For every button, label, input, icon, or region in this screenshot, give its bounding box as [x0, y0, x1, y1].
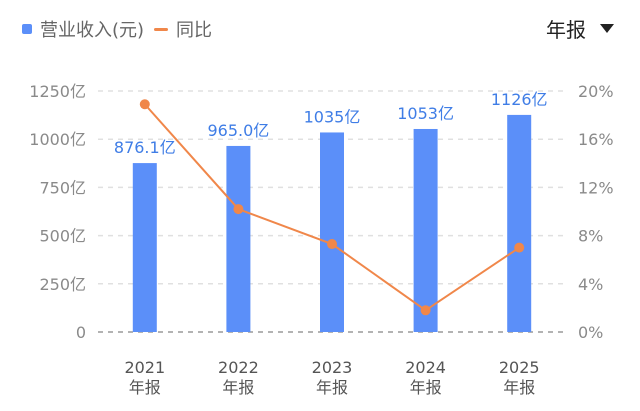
yoy-point — [327, 239, 337, 250]
y-right-tick-label: 12% — [578, 178, 614, 197]
bar — [132, 163, 157, 332]
bar-data-label: 1053亿 — [397, 104, 454, 123]
yoy-point — [420, 305, 431, 316]
y-left-tick-label: 750亿 — [39, 178, 86, 197]
bar — [320, 132, 344, 332]
x-tick-label: 2023 年报 — [312, 358, 353, 397]
legend-label-yoy: 同比 — [176, 20, 213, 41]
y-left-tick-label: 1250亿 — [29, 82, 86, 101]
x-tick-label: 2022 年报 — [218, 358, 259, 397]
yoy-point — [514, 242, 525, 253]
period-dropdown[interactable]: 年报 — [546, 14, 614, 43]
bar — [507, 114, 532, 333]
legend-label-revenue: 营业收入(元) — [40, 20, 145, 41]
bar-data-label: 1035亿 — [304, 107, 361, 126]
bar — [413, 128, 438, 332]
x-tick-label: 2021 年报 — [124, 358, 165, 397]
legend-item-yoy: 同比 — [154, 16, 212, 42]
line-swatch-icon — [154, 27, 169, 31]
bar-data-label: 1126亿 — [491, 90, 548, 109]
y-left-tick-label: 500亿 — [39, 227, 86, 246]
yoy-point — [139, 99, 150, 110]
y-right-tick-label: 4% — [578, 275, 603, 294]
y-left-tick-label: 0 — [76, 323, 86, 342]
legend-item-revenue: 营业收入(元) — [22, 16, 144, 42]
y-right-tick-label: 8% — [578, 227, 603, 246]
y-left-tick-label: 1000亿 — [29, 130, 86, 149]
x-tick-label: 2024 年报 — [405, 358, 446, 397]
bar-data-label: 876.1亿 — [114, 138, 176, 157]
bar — [226, 145, 251, 332]
bar-data-label: 965.0亿 — [207, 121, 269, 140]
x-tick-label: 2025 年报 — [499, 358, 540, 397]
y-left-tick-label: 250亿 — [39, 275, 86, 294]
y-right-tick-label: 16% — [578, 130, 614, 149]
bar-swatch-icon — [22, 24, 32, 34]
period-label: 年报 — [546, 18, 586, 42]
y-right-tick-label: 0% — [578, 323, 603, 342]
yoy-point — [233, 204, 244, 215]
caret-down-icon — [600, 24, 614, 33]
legend: 营业收入(元) 同比 — [22, 16, 212, 42]
y-right-tick-label: 20% — [578, 82, 614, 101]
